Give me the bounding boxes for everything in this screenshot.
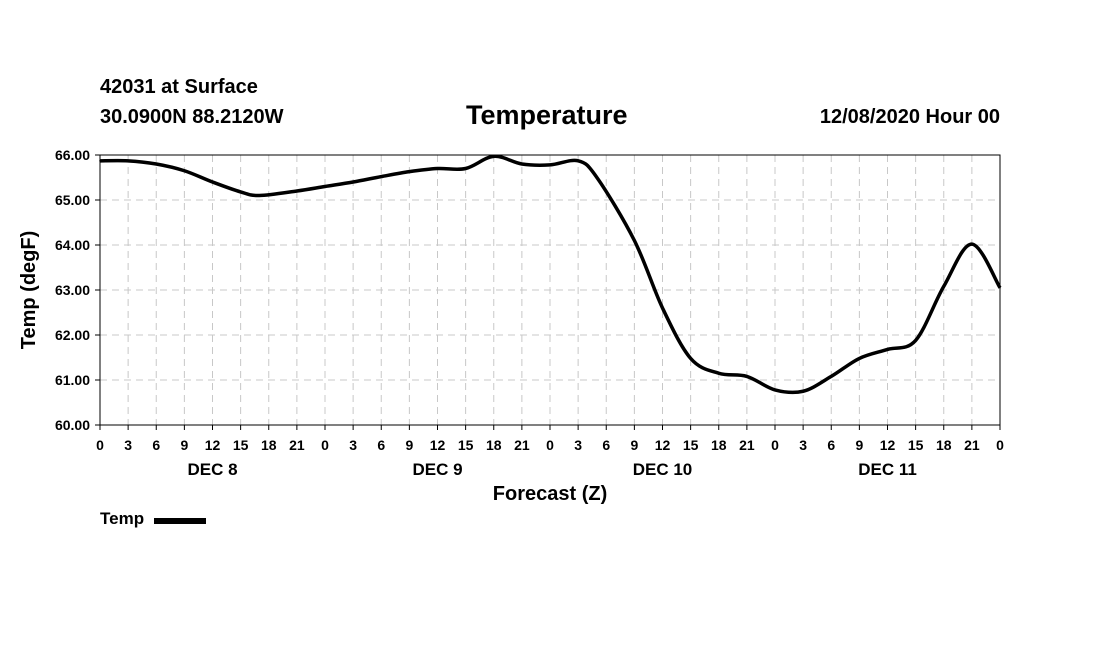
x-tick-label: 15: [683, 437, 699, 453]
x-tick-label: 9: [630, 437, 638, 453]
x-tick-label: 6: [827, 437, 835, 453]
day-label: DEC 9: [412, 460, 462, 479]
x-tick-label: 3: [349, 437, 357, 453]
data-point: [577, 160, 579, 162]
x-tick-label: 9: [405, 437, 413, 453]
x-tick-label: 12: [655, 437, 671, 453]
y-tick-label: 63.00: [55, 282, 90, 298]
day-label: DEC 8: [187, 460, 237, 479]
data-point: [258, 194, 261, 197]
data-point: [352, 181, 354, 183]
y-tick-label: 62.00: [55, 327, 90, 343]
data-point: [661, 307, 664, 309]
x-tick-label: 21: [739, 437, 755, 453]
x-tick-label: 21: [964, 437, 980, 453]
y-axis-label: Temp (degF): [18, 231, 40, 350]
data-point: [999, 286, 1001, 289]
x-tick-label: 6: [602, 437, 610, 453]
x-tick-label: 3: [124, 437, 132, 453]
x-tick-label: 3: [799, 437, 807, 453]
x-tick-label: 15: [458, 437, 474, 453]
x-tick-label: 6: [377, 437, 385, 453]
station-title: 42031 at Surface: [100, 76, 258, 98]
x-tick-label: 9: [855, 437, 863, 453]
station-coords: 30.0900N 88.2120W: [100, 106, 284, 128]
data-point: [802, 390, 804, 393]
x-tick-label: 9: [180, 437, 188, 453]
data-point: [436, 167, 439, 170]
x-tick-label: 12: [880, 437, 896, 453]
forecast-datetime: 12/08/2020 Hour 00: [819, 106, 1000, 128]
data-point: [971, 243, 973, 245]
x-tick-label: 6: [152, 437, 160, 453]
x-tick-label: 0: [321, 437, 329, 453]
data-point: [324, 185, 326, 188]
data-point: [549, 164, 551, 166]
day-label: DEC 11: [858, 460, 917, 479]
x-tick-label: 15: [233, 437, 249, 453]
grid-lines: [100, 155, 1000, 425]
x-tick-label: 0: [771, 437, 779, 453]
x-tick-label: 18: [486, 437, 502, 453]
data-point: [296, 190, 298, 192]
data-point: [746, 375, 748, 378]
data-point: [830, 375, 833, 378]
data-point: [408, 170, 411, 173]
x-tick-label: 21: [514, 437, 530, 453]
chart-title: Temperature: [466, 100, 628, 130]
y-tick-label: 60.00: [55, 417, 90, 433]
data-point: [183, 169, 186, 172]
data-point: [914, 339, 917, 342]
y-tick-label: 65.00: [55, 192, 90, 208]
x-tick-label: 12: [430, 437, 446, 453]
data-point: [689, 357, 692, 360]
legend: Temp: [100, 509, 207, 529]
day-label: DEC 10: [633, 460, 693, 479]
data-point: [380, 175, 383, 178]
data-point: [633, 239, 636, 242]
x-tick-label: 3: [574, 437, 582, 453]
y-tick-label: 66.00: [55, 147, 90, 163]
x-tick-label: 0: [996, 437, 1004, 453]
series: [99, 154, 1002, 395]
data-point: [492, 155, 495, 158]
data-point: [521, 163, 523, 165]
data-point: [155, 163, 158, 165]
data-point: [774, 389, 776, 391]
x-tick-label: 12: [205, 437, 221, 453]
data-point: [211, 181, 214, 183]
legend-label-temp: Temp: [100, 509, 145, 528]
x-tick-label: 0: [96, 437, 104, 453]
plot-frame: [99, 154, 1001, 426]
data-point: [596, 176, 598, 179]
x-tick-label: 18: [261, 437, 277, 453]
y-tick-label: 61.00: [55, 372, 90, 388]
data-point: [99, 160, 101, 162]
x-tick-label: 18: [936, 437, 952, 453]
y-tick-label: 64.00: [55, 237, 90, 253]
x-axis-label: Forecast (Z): [493, 483, 607, 505]
legend-swatch-temp: [154, 517, 207, 524]
x-tick-label: 21: [289, 437, 305, 453]
x-tick-label: 15: [908, 437, 924, 453]
data-point: [127, 160, 129, 162]
data-point: [464, 167, 467, 170]
axes: 0 3 6 9 12 15 18 21 0 3 6 9 12 15 18 21 0 3 6 9 12 15 18 21 0 3 6 9…: [55, 147, 1004, 479]
data-point: [717, 372, 720, 375]
data-point: [942, 285, 945, 288]
x-tick-label: 18: [711, 437, 727, 453]
x-tick-label: 0: [546, 437, 554, 453]
data-point: [858, 357, 861, 360]
data-point: [886, 348, 889, 351]
data-point: [239, 191, 242, 193]
